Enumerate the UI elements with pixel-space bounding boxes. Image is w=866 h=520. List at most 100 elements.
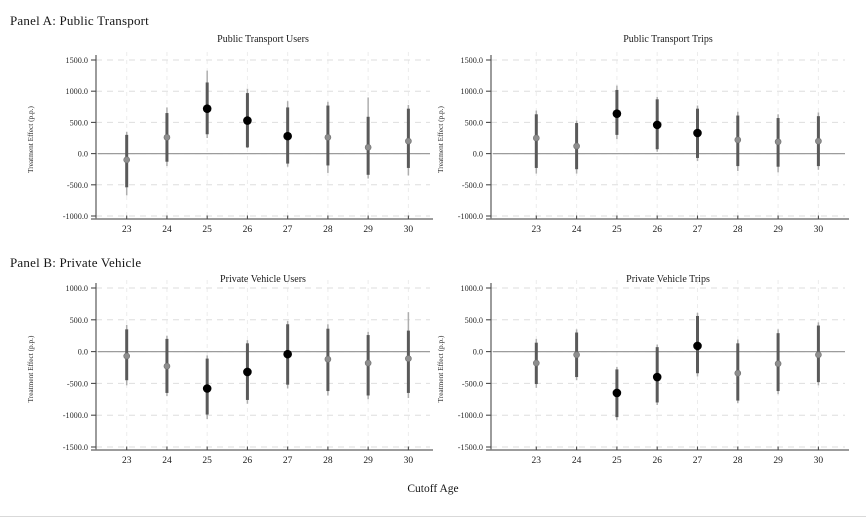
y-tick-label: -500.0	[67, 181, 88, 190]
y-axis-label: Treatment Effect (p.p.)	[436, 105, 445, 172]
chart-title: Public Transport Users	[217, 34, 309, 45]
y-tick-label: 500.0	[465, 118, 483, 127]
estimate-point	[734, 136, 742, 144]
x-tick-label: 29	[363, 456, 373, 466]
x-tick-label: 30	[814, 225, 824, 235]
chart-title: Private Vehicle Users	[220, 274, 306, 285]
estimate-point	[324, 355, 332, 363]
estimate-point	[693, 341, 702, 351]
y-tick-label: -500.0	[67, 379, 88, 388]
x-tick-label: 26	[243, 456, 253, 466]
x-tick-label: 24	[572, 225, 582, 235]
estimate-point	[533, 359, 540, 367]
x-tick-label: 26	[652, 456, 662, 466]
x-tick-label: 30	[814, 456, 824, 466]
estimate-point	[774, 360, 782, 367]
estimate-point	[163, 134, 171, 141]
y-tick-label: -500.0	[462, 379, 483, 388]
y-tick-label: 500.0	[465, 316, 483, 325]
estimate-point	[612, 388, 622, 398]
x-tick-label: 30	[404, 225, 414, 235]
estimate-point	[815, 137, 822, 145]
chart-private-vehicle-users: 1000.0 500.0 0.0 -500.0 -1000.0 -1500.0 23 24 25…	[26, 274, 433, 466]
y-tick-label: -1000.0	[458, 212, 483, 221]
y-tick-label: -1500.0	[458, 443, 483, 452]
x-tick-label: 28	[323, 456, 333, 466]
y-tick-label: 1500.0	[65, 56, 88, 65]
y-tick-label: 0.0	[78, 348, 88, 357]
y-tick-label: -500.0	[462, 181, 483, 190]
y-tick-label: 1500.0	[460, 56, 483, 65]
estimate-point	[202, 384, 212, 393]
x-tick-label: 29	[773, 456, 783, 466]
y-tick-label: 1000.0	[65, 284, 88, 293]
x-tick-label: 28	[733, 456, 743, 466]
estimate-point	[652, 120, 662, 130]
estimate-point	[734, 369, 742, 377]
estimate-point	[123, 156, 130, 164]
y-tick-label: 0.0	[473, 348, 483, 357]
estimate-point	[652, 372, 662, 382]
estimate-point	[405, 355, 412, 362]
estimate-point	[612, 109, 622, 118]
bottom-divider	[0, 516, 866, 517]
chart-title: Private Vehicle Trips	[626, 274, 710, 285]
x-tick-label: 27	[693, 456, 703, 466]
panel-a-label: Panel A: Public Transport	[10, 13, 149, 28]
x-tick-label: 27	[283, 456, 293, 466]
x-tick-label: 25	[612, 225, 622, 235]
estimate-point	[533, 134, 540, 142]
x-tick-label: 25	[202, 225, 212, 235]
x-tick-label: 25	[612, 456, 622, 466]
x-tick-label: 24	[162, 225, 172, 235]
y-axis-label: Treatment Effect (p.p.)	[26, 105, 35, 172]
estimate-point	[573, 351, 580, 359]
y-tick-label: 500.0	[70, 118, 88, 127]
estimate-point	[283, 131, 292, 141]
x-tick-label: 23	[122, 456, 132, 466]
y-tick-label: 0.0	[78, 150, 88, 159]
x-tick-label: 23	[532, 225, 542, 235]
estimate-point	[283, 349, 292, 359]
estimate-point	[573, 142, 580, 150]
estimate-point	[774, 138, 782, 146]
chart-title: Public Transport Trips	[623, 34, 713, 45]
y-tick-label: -1000.0	[63, 411, 88, 420]
x-tick-label: 26	[652, 225, 662, 235]
x-tick-label: 26	[243, 225, 253, 235]
y-tick-label: 1000.0	[460, 284, 483, 293]
estimate-point	[243, 116, 252, 125]
x-tick-label: 27	[693, 225, 703, 235]
y-tick-label: -1500.0	[63, 443, 88, 452]
x-tick-label: 23	[122, 225, 132, 235]
panel-b-label: Panel B: Private Vehicle	[10, 255, 142, 270]
chart-public-transport-users: 1500.0 1000.0 500.0 0.0 -500.0 -1000.0 23 24 25 2…	[26, 34, 433, 235]
y-tick-label: 0.0	[473, 150, 483, 159]
estimate-point	[815, 351, 822, 359]
estimate-point	[693, 128, 702, 138]
estimate-point	[405, 137, 412, 145]
chart-public-transport-trips: 1500.0 1000.0 500.0 0.0 -500.0 -1000.0 23 24 25 2…	[436, 34, 849, 235]
y-tick-label: -1000.0	[458, 411, 483, 420]
estimate-point	[324, 134, 332, 141]
x-tick-label: 25	[202, 456, 212, 466]
y-axis-label: Treatment Effect (p.p.)	[26, 335, 35, 402]
x-tick-label: 28	[733, 225, 743, 235]
x-tick-label: 29	[363, 225, 373, 235]
x-tick-label: 29	[773, 225, 783, 235]
y-tick-label: 500.0	[70, 316, 88, 325]
chart-private-vehicle-trips: 1000.0 500.0 0.0 -500.0 -1000.0 -1500.0 23 24 25…	[436, 274, 849, 466]
estimate-point	[123, 352, 130, 360]
estimate-point	[202, 104, 212, 113]
y-axis-label: Treatment Effect (p.p.)	[436, 335, 445, 402]
x-tick-label: 27	[283, 225, 293, 235]
estimate-point	[243, 367, 252, 377]
x-tick-label: 30	[404, 456, 414, 466]
y-tick-label: -1000.0	[63, 212, 88, 221]
x-tick-label: 28	[323, 225, 333, 235]
x-tick-label: 24	[162, 456, 172, 466]
estimate-point	[364, 144, 372, 151]
estimate-point	[163, 362, 171, 370]
estimate-point	[364, 359, 372, 367]
